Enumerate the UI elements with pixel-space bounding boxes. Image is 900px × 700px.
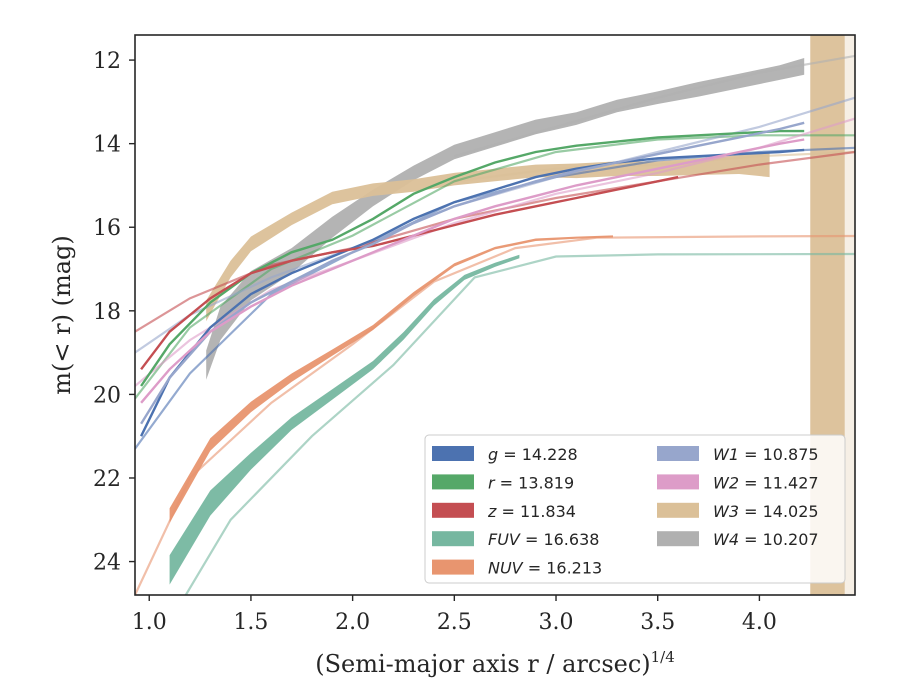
plot-frame [134,34,856,596]
legend-swatch-w4 [657,531,699,547]
y-tick-label: 12 [93,49,121,74]
curve-w2 [140,138,805,404]
x-axis-ticks: 1.0 1.5 2.0 2.5 3.0 3.5 4.0 [132,595,777,635]
legend-label-r: r = 13.819 [488,473,574,492]
legend-label-g: g = 14.228 [488,445,578,464]
x-axis-label: (Semi-major axis r / arcsec)1/4 [315,648,675,678]
legend-swatch-z [432,502,474,518]
x-tick-label: 1.5 [233,610,268,635]
x-tick-label: 2.5 [437,610,472,635]
y-tick-label: 20 [93,383,121,408]
w3-divergence-tail [844,35,855,595]
legend-label-w1: W1 = 10.875 [713,445,819,464]
band-w3 [206,152,770,322]
model-curve-r [135,134,855,400]
legend-label-w4: W4 = 10.207 [713,530,819,549]
legend-swatch-w3 [657,502,699,518]
legend-swatch-nuv [432,559,474,575]
legend-label-w3: W3 = 14.025 [713,502,819,521]
y-axis-ticks: 12 14 16 18 20 22 24 [93,49,135,576]
y-tick-label: 24 [93,551,121,576]
y-axis-label: m(< r) (mag) [48,235,76,394]
model-curve-nuv [135,234,855,595]
y-tick-label: 14 [93,133,121,158]
y-tick-label: 22 [93,467,121,492]
legend: g = 14.228 r = 13.819 z = 11.834 FUV = 16.6… [424,434,846,584]
x-tick-label: 3.5 [640,610,675,635]
legend-label-w2: W2 = 11.427 [713,473,819,492]
legend-swatch-fuv [432,531,474,547]
x-axis-label-text: (Semi-major axis r / arcsec) [315,650,650,678]
legend-swatch-w1 [657,446,699,461]
x-tick-label: 4.0 [742,610,777,635]
legend-swatch-r [432,474,474,490]
y-tick-label: 16 [93,216,121,241]
curve-w1 [140,121,805,425]
y-tick-label: 18 [93,300,121,325]
x-axis-label-exponent: 1/4 [651,648,675,666]
legend-label-z: z = 11.834 [487,502,576,521]
legend-label-nuv: NUV = 16.213 [488,559,602,578]
legend-swatch-w2 [657,474,699,490]
curve-g [140,148,805,437]
x-tick-label: 2.0 [335,610,370,635]
model-curve-fuv [184,252,855,595]
model-curve-w4 [453,54,855,158]
model-curve-w3 [454,150,855,183]
legend-box [424,434,846,584]
data-curves [140,121,805,437]
x-tick-label: 1.0 [132,610,167,635]
x-tick-label: 3.0 [539,610,574,635]
legend-label-fuv: FUV = 16.638 [488,530,599,549]
legend-swatch-g [432,446,474,461]
